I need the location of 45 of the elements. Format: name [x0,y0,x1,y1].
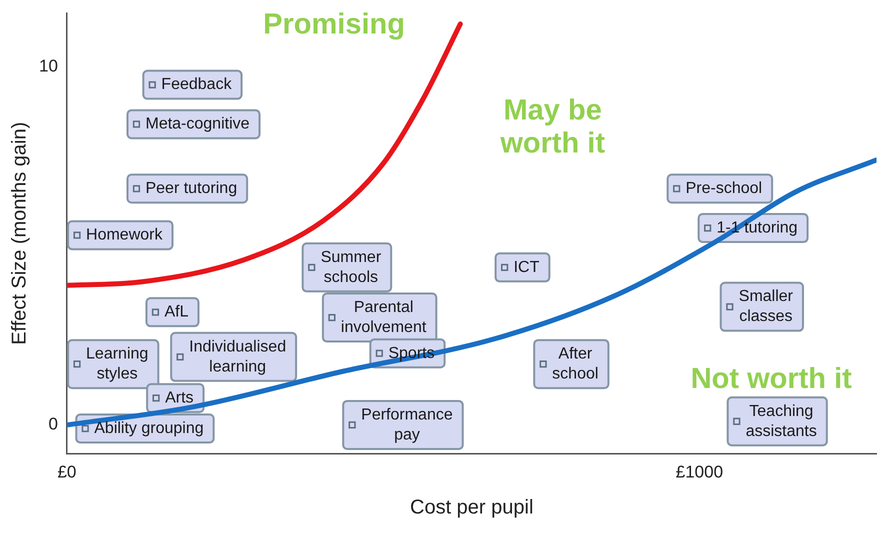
point [726,303,734,310]
point [148,81,156,88]
data-label: Summer schools [320,248,382,286]
point [376,350,383,357]
x-axis-title: Cost per pupil [410,496,534,519]
point [308,264,316,271]
point [176,353,184,361]
data-label: Homework [86,226,164,244]
point [540,360,547,368]
point [733,418,740,425]
annotation: Promising [263,8,405,40]
data-label: Parental involvement [340,298,427,336]
point [673,185,680,192]
data-label: Individualised learning [189,338,286,376]
point [132,185,140,192]
annotation: May be worth it [499,94,606,160]
y-tick-label: 0 [48,414,58,434]
x-tick-label: £0 [57,462,76,482]
data-label: Smaller classes [738,288,794,326]
point [328,314,336,322]
data-label: Peer tutoring [145,180,238,198]
point [501,264,508,271]
data-label: Meta-cognitive [145,116,250,133]
point [152,394,160,402]
point [73,360,81,368]
point [348,421,356,429]
point [152,308,160,316]
data-label: Pre-school [686,180,762,198]
data-label: Feedback [161,76,233,94]
data-label: ICT [514,258,540,276]
x-tick-label: £1000 [676,462,724,482]
data-label: After school [552,345,598,382]
point [704,224,712,232]
data-label: Teaching assistants [746,402,817,440]
annotation: Not worth it [690,363,852,396]
data-label: AfL [164,304,189,321]
data-label: Performance pay [361,406,453,444]
data-label: Ability grouping [94,420,204,437]
data-label: Learning styles [86,345,148,382]
point [132,120,140,128]
data-label: Arts [165,390,194,407]
point [82,424,89,432]
point [73,232,81,239]
y-tick-label: 10 [38,56,58,76]
y-axis-title: Effect Size (months gain) [8,122,31,345]
